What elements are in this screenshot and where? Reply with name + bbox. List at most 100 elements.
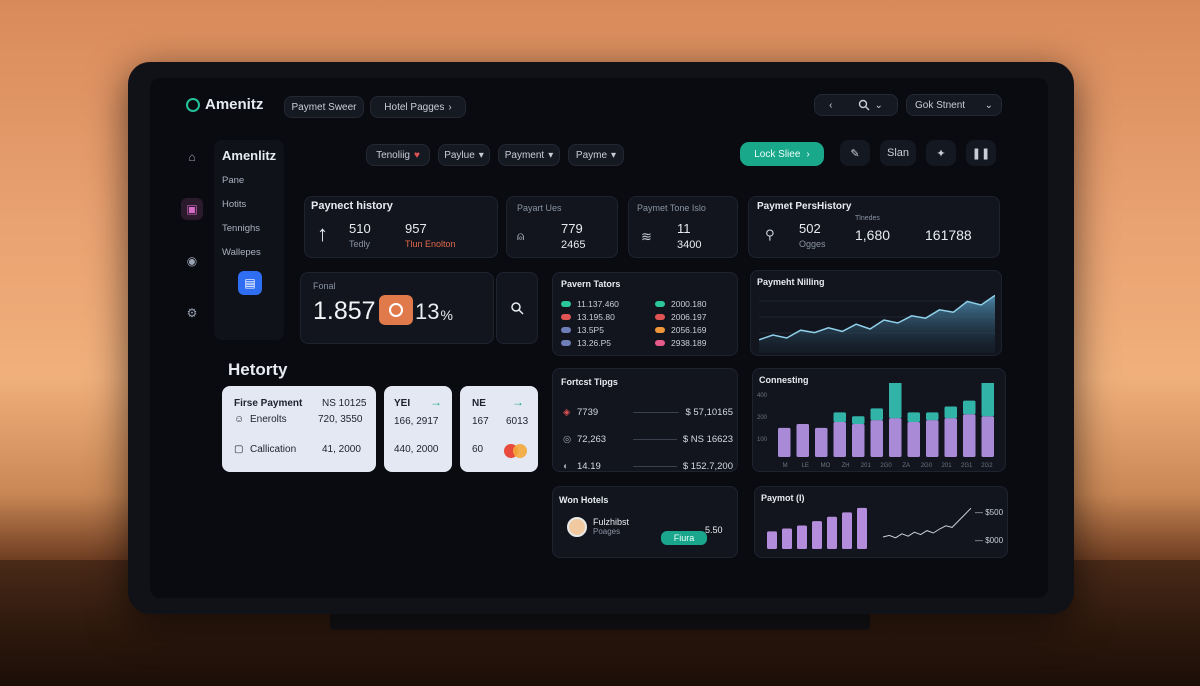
- app-shortcut-button[interactable]: ▤: [238, 271, 262, 295]
- history-card-yei[interactable]: YEI → 166, 2917 440, 2000: [384, 386, 452, 472]
- filter-paylue[interactable]: Paylue ▾: [438, 144, 490, 166]
- caret-down-icon: ▾: [548, 149, 554, 161]
- line-label-top: — $500: [975, 508, 1004, 517]
- x-tick-label: 2G0: [880, 463, 892, 469]
- stat-value: 510: [349, 221, 371, 236]
- connector-line: [633, 412, 680, 413]
- billing-area: [759, 295, 995, 353]
- filter-label: Payme: [575, 149, 608, 161]
- tators-row: 13.26.P5: [561, 336, 619, 349]
- sidebar-item-wallepes[interactable]: Wallepes: [222, 247, 261, 258]
- card-title: Pavern Tators: [561, 279, 621, 289]
- avatar[interactable]: [567, 517, 587, 537]
- chevron-right-icon: ›: [806, 148, 810, 160]
- info-icon: ▢: [234, 444, 244, 455]
- kpi-card: Fonal 1.857 13 %: [300, 272, 494, 344]
- tators-value: 2056.169: [671, 324, 707, 335]
- stat-value: 1,680: [855, 227, 891, 243]
- forecast-icon: ◐: [563, 461, 569, 472]
- history-row-value: 41, 2000: [322, 444, 361, 455]
- tators-value: 11.137.460: [577, 298, 619, 309]
- card-title: Paynect history: [311, 200, 393, 212]
- history-card-first-payment[interactable]: Firse Payment NS 10125 ☺ Enerolts 720, 3…: [222, 386, 376, 472]
- filter-tenoliig[interactable]: Tenoliig ♥: [366, 144, 430, 166]
- history-card-title: Firse Payment: [234, 398, 303, 409]
- app-logo[interactable]: Amenitz: [186, 96, 263, 113]
- sidebar-brand: Amenlitz: [222, 148, 277, 163]
- bar-purple: [870, 420, 883, 457]
- card-title: Paymeht Nilling: [757, 277, 825, 287]
- tab-payment-sweer[interactable]: Paymet Sweer: [284, 96, 364, 118]
- record-icon: [389, 303, 403, 317]
- filter-bar: Tenoliig ♥ Paylue ▾ Payment ▾ Payme ▾: [366, 144, 624, 166]
- kpi-label: Fonal: [313, 281, 336, 291]
- tators-row: 13.195.80: [561, 310, 619, 323]
- forecast-left-value: 14.19: [577, 461, 601, 472]
- tools-icon[interactable]: ✦: [926, 140, 956, 166]
- card-title: Won Hotels: [559, 495, 609, 505]
- status-dot: [561, 339, 571, 346]
- pause-icon[interactable]: ❚❚: [966, 140, 996, 166]
- search-box[interactable]: ‹ ⌄: [814, 94, 898, 116]
- lock-slice-button[interactable]: Lock Sliee ›: [740, 142, 824, 166]
- tators-row: 11.137.460: [561, 297, 619, 310]
- history-row-label: Enerolts: [250, 414, 287, 425]
- tators-row: 2056.169: [655, 323, 706, 336]
- chevron-down-icon: ⌄: [874, 99, 883, 111]
- chevron-right-icon: ›: [448, 101, 452, 113]
- bookmark-icon[interactable]: ▣: [181, 198, 203, 220]
- tators-value: 2006.197: [671, 311, 707, 322]
- hotel-action-button[interactable]: Fiura: [661, 531, 707, 545]
- bar: [827, 516, 837, 549]
- payment-tators-card: Pavern Tators 11.137.460 13.195.80 13.5P5 1…: [552, 272, 738, 356]
- forecast-left-value: 7739: [577, 407, 599, 418]
- history-row-value: 6013: [506, 416, 529, 427]
- start-select[interactable]: Gok Stnent ⌄: [906, 94, 1002, 116]
- bar: [767, 531, 777, 549]
- stat-sub: 3400: [677, 239, 702, 251]
- x-tick-label: 201: [861, 463, 872, 469]
- settings-icon[interactable]: ⚙: [186, 306, 198, 320]
- kpi-search-button[interactable]: [496, 272, 538, 344]
- tators-row: 2938.189: [655, 336, 706, 349]
- tab-hotel-pages[interactable]: Hotel Pagges ›: [370, 96, 466, 118]
- sign-button[interactable]: Slan: [880, 140, 916, 166]
- sidebar-item-hotels[interactable]: Hotits: [222, 199, 247, 210]
- search-icon[interactable]: [858, 99, 870, 111]
- bar-purple: [833, 422, 846, 457]
- chat-icon[interactable]: ✎: [840, 140, 870, 166]
- arrow-right-icon[interactable]: →: [430, 395, 442, 409]
- filter-payment[interactable]: Payment ▾: [498, 144, 560, 166]
- home-icon[interactable]: ⌂: [188, 150, 196, 164]
- kpi-toggle-button[interactable]: [379, 295, 413, 325]
- x-tick-label: 2G1: [961, 463, 973, 469]
- status-dot: [655, 339, 665, 346]
- start-select-value: Gok Stnent: [915, 99, 966, 111]
- bar-teal: [889, 383, 902, 419]
- filter-payme[interactable]: Payme ▾: [568, 144, 624, 166]
- hotel-value: 5.50: [705, 525, 723, 535]
- bar-teal: [833, 412, 846, 423]
- billing-line: [759, 294, 995, 341]
- payment-history-card: Paynect history ↑ 510 Tedly 957 Tlun Eno…: [304, 196, 498, 258]
- card-title: Paymot (I): [761, 493, 805, 503]
- history-row-value: 167: [472, 416, 489, 427]
- x-tick-label: ZH: [842, 463, 850, 469]
- history-card-ne[interactable]: NE → 167 6013 60: [460, 386, 538, 472]
- arrow-right-icon[interactable]: →: [512, 395, 524, 409]
- location-icon[interactable]: ◉: [186, 254, 198, 268]
- bar-teal: [907, 412, 920, 423]
- chevron-down-icon: ⌄: [984, 99, 993, 111]
- bar: [857, 507, 867, 549]
- bar-purple: [944, 418, 957, 457]
- back-icon[interactable]: ‹: [829, 99, 833, 111]
- card-title: Paymet Tone Islo: [637, 203, 706, 213]
- forecast-row: ◐ 14.19 $ 152.7,200: [563, 453, 733, 480]
- stat-value: 11: [677, 221, 691, 236]
- forecast-row: ◈ 7739 $ 57,10165: [563, 399, 733, 426]
- kpi-percent: 13 %: [415, 299, 453, 325]
- sidebar-item-pane[interactable]: Pane: [222, 175, 245, 186]
- bar-purple: [796, 423, 809, 457]
- payment-perhistory-card: Paymet PersHistory Tlnedes ⚲ 502 Ogges 1…: [748, 196, 1000, 258]
- sidebar-item-tennighs[interactable]: Tennighs: [222, 223, 261, 234]
